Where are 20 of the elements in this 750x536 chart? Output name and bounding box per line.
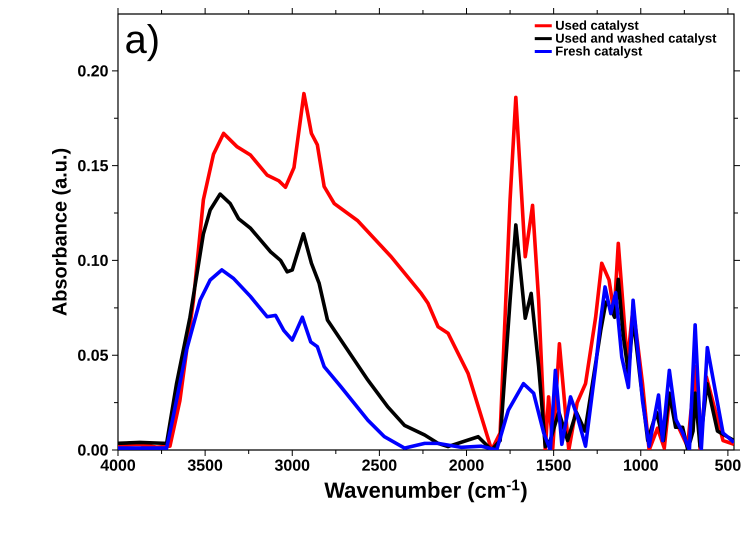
x-tick-label: 4000 [100,460,136,471]
x-tick-label: 3500 [188,460,222,471]
y-tick-label: 0.10 [78,254,108,266]
x-tick-label: 2000 [449,460,484,471]
x-axis-title: Wavenumber (cm$^{-1}$) [324,480,527,502]
line-series [118,268,734,450]
x-tick-label: 1500 [536,460,571,471]
x-tick-label: 1000 [624,460,658,471]
x-tick-label: 2500 [362,460,396,471]
y-tick-label: 0.00 [78,444,108,456]
y-tick-label: 0.05 [78,350,108,361]
x-tick-label: 500 [715,460,741,471]
legend-label: Used and washed catalyst [556,33,716,46]
y-tick-label: 0.15 [78,160,108,172]
x-tick-label: 3000 [274,460,310,471]
annotation: a) [126,24,158,62]
y-axis-title: Absorbance (a.u.) [52,148,71,316]
legend-label: Used catalyst [556,20,639,32]
y-tick-label: 0.20 [78,65,108,77]
legend-label: Fresh catalyst [556,46,642,58]
